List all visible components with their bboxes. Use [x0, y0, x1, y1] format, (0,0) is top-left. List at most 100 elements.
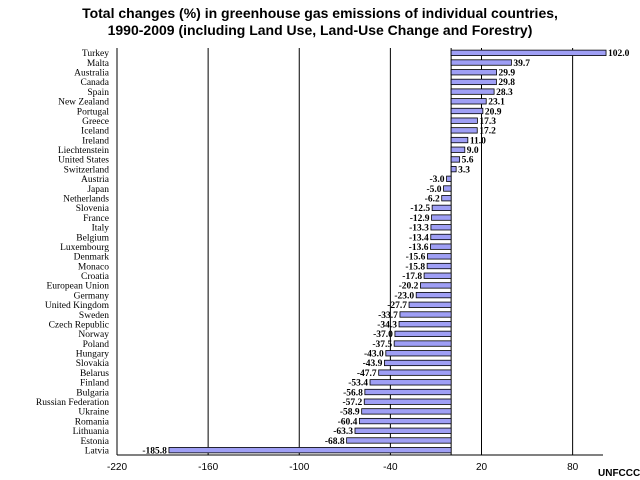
- value-label: -33.7: [378, 311, 398, 321]
- x-tick-label: -100: [289, 462, 309, 473]
- value-label: -57.2: [342, 398, 362, 408]
- value-label: -37.5: [372, 340, 392, 350]
- value-label: -15.6: [406, 253, 426, 263]
- bar: [398, 321, 452, 328]
- category-label: Hungary: [76, 350, 109, 360]
- category-label: Ukraine: [78, 408, 109, 418]
- category-label: Australia: [74, 69, 110, 79]
- source-label: UNFCCC: [598, 468, 640, 479]
- x-axis-ticks: -220 -160 -100 -40 20 80: [107, 462, 579, 473]
- bar: [431, 214, 452, 221]
- category-label: Belarus: [80, 369, 109, 379]
- category-label: Canada: [81, 78, 110, 88]
- x-tick-label: -220: [107, 462, 127, 473]
- category-label: Austria: [81, 175, 110, 185]
- category-label: Romania: [75, 417, 110, 427]
- category-label: Turkey: [82, 49, 109, 59]
- bar: [450, 127, 478, 134]
- x-tick-label: 20: [476, 462, 488, 473]
- bar: [430, 243, 452, 250]
- category-label: Czech Republic: [49, 320, 109, 330]
- bar: [431, 204, 452, 212]
- bar: [450, 166, 457, 173]
- value-label: -17.8: [402, 272, 422, 282]
- bar: [426, 262, 452, 270]
- bar: [399, 311, 452, 318]
- bar: [430, 224, 452, 231]
- value-label: 39.7: [513, 59, 530, 69]
- value-label: -47.7: [357, 369, 377, 379]
- category-label: Slovenia: [76, 204, 110, 214]
- value-label: -5.0: [426, 185, 441, 195]
- value-label: -12.5: [410, 204, 430, 214]
- value-labels: 102.0 39.729.929.828.323.120.917.317.211.…: [142, 49, 629, 456]
- bar: [423, 272, 452, 279]
- value-label: -23.0: [394, 291, 414, 301]
- value-label: 29.9: [499, 69, 516, 79]
- value-label: -27.7: [387, 301, 407, 311]
- value-label: 9.0: [467, 146, 479, 156]
- category-label: Finland: [80, 379, 109, 389]
- bars: [168, 49, 607, 454]
- value-label: 102.0: [608, 49, 630, 59]
- bar: [354, 427, 452, 434]
- category-label: United Kingdom: [45, 301, 110, 311]
- category-label: Portugal: [77, 107, 110, 117]
- value-label: 20.9: [485, 107, 502, 117]
- value-label: -43.9: [363, 359, 383, 369]
- category-label: European Union: [46, 282, 109, 292]
- bar: [450, 156, 461, 163]
- bar: [450, 107, 484, 115]
- category-label: Denmark: [74, 253, 110, 263]
- bar: [450, 49, 607, 56]
- bar: [450, 88, 495, 95]
- value-label: -37.0: [373, 330, 393, 340]
- value-label: 11.0: [470, 136, 486, 146]
- category-label: Ireland: [82, 136, 109, 146]
- value-label: -53.4: [348, 379, 368, 389]
- bar: [450, 98, 487, 105]
- value-label: -12.9: [410, 214, 430, 224]
- category-label: Germany: [74, 291, 110, 301]
- category-label: Netherlands: [63, 195, 109, 205]
- category-label: Norway: [78, 330, 109, 340]
- x-tick-label: -40: [383, 462, 398, 473]
- value-label: -185.8: [142, 446, 167, 456]
- value-label: 28.3: [496, 88, 513, 98]
- bar: [427, 253, 452, 260]
- category-label: Estonia: [81, 437, 110, 447]
- value-label: -68.8: [325, 437, 345, 447]
- category-label: Luxembourg: [60, 243, 109, 253]
- bar: [441, 195, 452, 202]
- bar: [450, 117, 478, 124]
- bar: [346, 437, 452, 444]
- bar: [415, 291, 452, 299]
- category-label: Greece: [82, 117, 109, 127]
- category-label: Poland: [83, 340, 110, 350]
- bar: [358, 417, 452, 425]
- category-label: France: [83, 214, 109, 224]
- category-label: Switzerland: [64, 165, 110, 175]
- bar: [450, 69, 497, 76]
- bar: [450, 59, 512, 66]
- bar: [364, 388, 452, 396]
- value-label: -6.2: [425, 195, 440, 205]
- category-label: Latvia: [85, 446, 110, 456]
- value-label: -13.3: [409, 224, 429, 234]
- bar: [430, 233, 452, 241]
- category-label: Malta: [87, 59, 110, 69]
- bar: [378, 369, 452, 376]
- bar: [446, 175, 452, 182]
- bar: [394, 330, 452, 337]
- gridlines: [116, 48, 603, 456]
- value-label: -15.8: [405, 262, 425, 272]
- category-label: Lithuania: [73, 427, 110, 437]
- category-label: Croatia: [81, 272, 110, 282]
- bar: [363, 398, 452, 405]
- value-label: -20.2: [399, 282, 419, 292]
- value-label: -58.9: [340, 408, 360, 418]
- value-label: 17.2: [479, 127, 496, 137]
- bar: [393, 340, 452, 347]
